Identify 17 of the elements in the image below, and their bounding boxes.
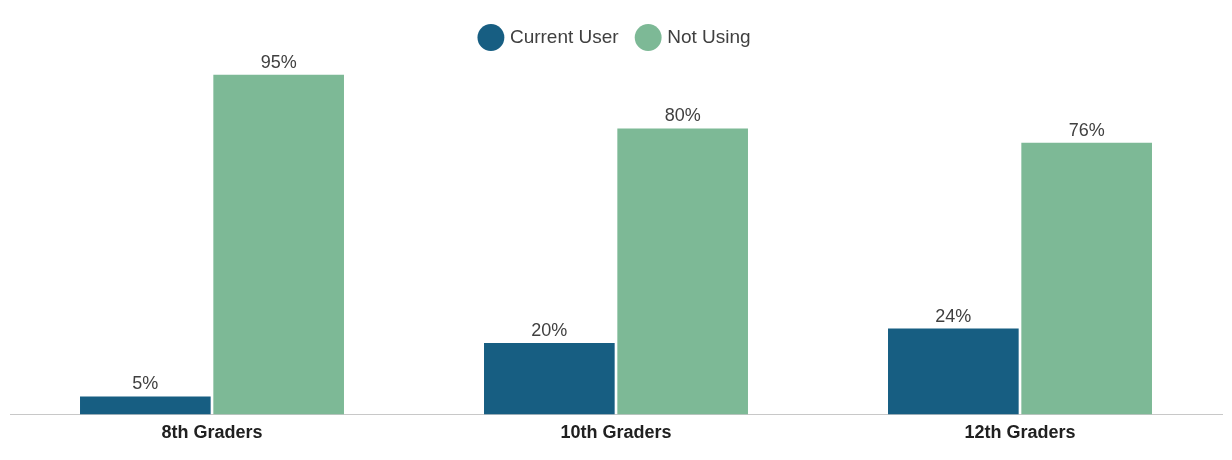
bar <box>80 396 211 415</box>
bar <box>213 74 344 415</box>
data-label: 20% <box>531 319 568 340</box>
x-tick-label: 10th Graders <box>560 422 672 443</box>
x-tick-label: 8th Graders <box>161 422 263 443</box>
x-tick-label: 12th Graders <box>964 422 1076 443</box>
bar <box>484 342 615 415</box>
data-label: 80% <box>664 105 701 126</box>
data-label: 5% <box>132 373 159 394</box>
data-label: 76% <box>1068 119 1105 140</box>
bar <box>1021 142 1152 415</box>
data-label: 24% <box>935 305 972 326</box>
legend-label: Not Using <box>667 25 751 47</box>
data-label: 95% <box>260 51 297 72</box>
bar <box>888 328 1019 415</box>
bar <box>617 128 748 415</box>
legend-label: Current User <box>509 25 620 47</box>
